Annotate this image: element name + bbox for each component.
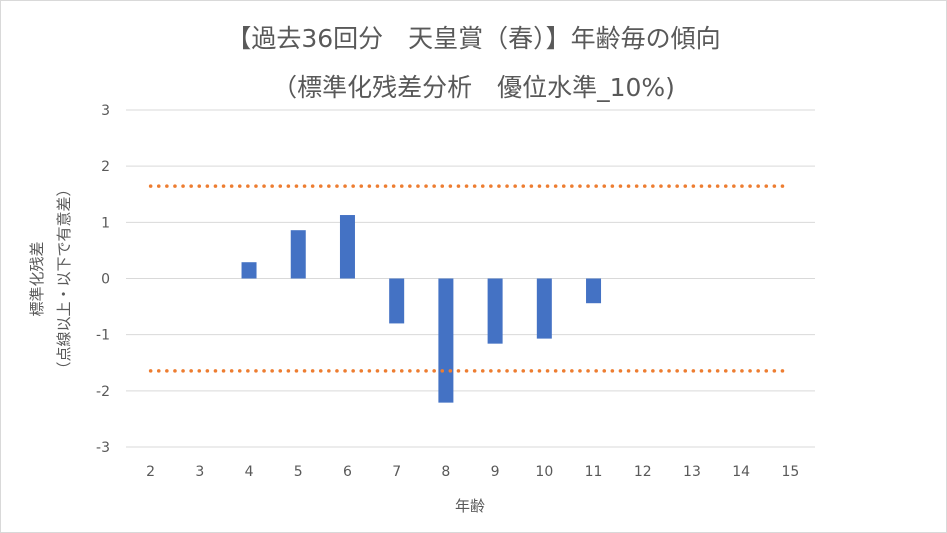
bar (487, 278, 503, 344)
bar-series (241, 215, 602, 403)
bar (389, 278, 405, 324)
gridlines (126, 109, 815, 448)
x-tick-label: 15 (781, 464, 799, 480)
bar (339, 215, 355, 279)
y-tick-label: 3 (101, 103, 110, 119)
bar (241, 262, 257, 279)
y-tick-labels: 3 2 1 0 -1 -2 -3 (96, 103, 110, 456)
y-axis-title-line2: （点線以上・以下で有意差） (55, 181, 73, 376)
bar (438, 278, 454, 403)
x-tick-label: 12 (634, 464, 652, 480)
y-tick-label: -2 (96, 384, 110, 400)
x-axis-title: 年齢 (455, 497, 485, 515)
x-tick-label: 6 (343, 464, 352, 480)
y-tick-label: -1 (96, 328, 110, 344)
x-tick-label: 2 (146, 464, 155, 480)
x-tick-label: 13 (683, 464, 701, 480)
bar (586, 278, 602, 304)
x-tick-label: 14 (732, 464, 750, 480)
x-tick-label: 3 (195, 464, 204, 480)
bar (536, 278, 552, 339)
x-tick-label: 10 (535, 464, 553, 480)
chart-title: 【過去36回分 天皇賞（春）】年齢毎の傾向 (226, 24, 721, 53)
x-tick-labels: 2 3 4 5 6 7 8 9 10 11 12 13 14 15 (146, 464, 799, 480)
x-tick-label: 11 (585, 464, 603, 480)
x-tick-label: 7 (392, 464, 401, 480)
y-axis-title: 標準化残差 （点線以上・以下で有意差） (28, 181, 73, 376)
x-tick-label: 5 (294, 464, 303, 480)
y-tick-label: 0 (101, 272, 110, 288)
x-tick-label: 9 (491, 464, 500, 480)
y-tick-label: -3 (96, 440, 110, 456)
y-tick-label: 2 (101, 159, 110, 175)
chart-subtitle: （標準化残差分析 優位水準_10%) (272, 73, 675, 102)
y-axis-title-line1: 標準化残差 (28, 241, 46, 316)
threshold-lines (148, 184, 793, 373)
x-tick-label: 8 (441, 464, 450, 480)
y-tick-label: 1 (101, 215, 110, 231)
bar (290, 230, 306, 279)
x-tick-label: 4 (245, 464, 254, 480)
